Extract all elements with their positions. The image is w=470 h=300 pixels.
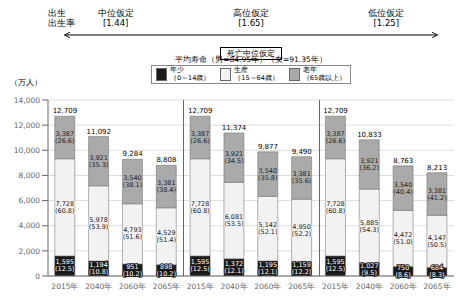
html-text:死亡中位仮定: 死亡中位仮定 xyxy=(227,49,275,58)
html-text:老年 （65歳以上）: 老年 （65歳以上） xyxy=(302,66,347,82)
svg-text:8,000: 8,000 xyxy=(19,171,41,180)
svg-text:4,000: 4,000 xyxy=(19,221,41,230)
svg-text:2015年: 2015年 xyxy=(322,282,349,291)
html-text:高位仮定 [1.65]: 高位仮定 [1.65] xyxy=(233,8,269,28)
svg-text:5,978(53.9): 5,978(53.9) xyxy=(89,216,109,231)
svg-text:3,540(38.1): 3,540(38.1) xyxy=(123,174,143,189)
svg-text:4,793(51.6): 4,793(51.6) xyxy=(123,226,143,241)
svg-text:3,921(34.5): 3,921(34.5) xyxy=(224,150,244,165)
svg-text:3,381(41.2): 3,381(41.2) xyxy=(427,187,447,202)
svg-text:12,709: 12,709 xyxy=(323,107,348,115)
svg-text:3,387(26.6): 3,387(26.6) xyxy=(190,130,210,145)
svg-text:6,000: 6,000 xyxy=(19,196,41,205)
svg-text:4,147(50.5): 4,147(50.5) xyxy=(427,234,447,249)
svg-text:2040年: 2040年 xyxy=(221,282,248,291)
html-text:中位仮定 [1.44]: 中位仮定 [1.44] xyxy=(97,8,134,28)
svg-text:4,950(52.2): 4,950(52.2) xyxy=(292,223,312,238)
svg-text:1,372(12.1): 1,372(12.1) xyxy=(224,260,244,275)
svg-text:3,387(26.6): 3,387(26.6) xyxy=(55,130,75,145)
html-text:生産 （15～64歳）: 生産 （15～64歳） xyxy=(234,66,279,82)
svg-text:8,808: 8,808 xyxy=(156,156,176,164)
svg-text:1,159(12.2): 1,159(12.2) xyxy=(292,261,312,276)
svg-text:12,709: 12,709 xyxy=(188,107,213,115)
html-text:出生 出生率: 出生 出生率 xyxy=(48,8,75,28)
svg-text:7,728(60.8): 7,728(60.8) xyxy=(55,200,75,215)
svg-text:14,000: 14,000 xyxy=(14,96,40,105)
svg-text:2065年: 2065年 xyxy=(424,282,451,291)
svg-text:11,092: 11,092 xyxy=(87,128,112,136)
svg-text:8,213: 8,213 xyxy=(427,164,447,172)
svg-text:2040年: 2040年 xyxy=(85,282,112,291)
svg-text:3,540(35.8): 3,540(35.8) xyxy=(258,167,278,182)
svg-text:1,595(12.5): 1,595(12.5) xyxy=(190,258,210,273)
svg-text:4,472(51.0): 4,472(51.0) xyxy=(393,231,413,246)
svg-text:9,877: 9,877 xyxy=(258,143,278,151)
svg-text:5,885(54.3): 5,885(54.3) xyxy=(359,219,379,234)
html-text:平均寿命（男=84.95年）（女=91.35年）: 平均寿命（男=84.95年）（女=91.35年） xyxy=(175,55,327,64)
svg-text:8,763: 8,763 xyxy=(393,157,413,165)
html-text:（万人）: （万人） xyxy=(10,78,42,87)
svg-text:12,709: 12,709 xyxy=(53,107,78,115)
svg-text:7,728(60.8): 7,728(60.8) xyxy=(326,200,346,215)
svg-text:898(10.2): 898(10.2) xyxy=(156,263,176,278)
html-text:低位仮定 [1.25]: 低位仮定 [1.25] xyxy=(368,8,405,28)
svg-text:0: 0 xyxy=(35,272,40,281)
svg-text:10,000: 10,000 xyxy=(14,146,40,155)
svg-text:4,529(51.4): 4,529(51.4) xyxy=(156,229,176,244)
svg-text:1,027(9.5): 1,027(9.5) xyxy=(360,262,379,277)
svg-text:750(8.6): 750(8.6) xyxy=(395,264,410,279)
svg-text:2015年: 2015年 xyxy=(51,282,78,291)
svg-text:12,000: 12,000 xyxy=(14,121,40,130)
svg-text:2,000: 2,000 xyxy=(19,247,41,256)
html-text:年少 （0～14歳）: 年少 （0～14歳） xyxy=(169,66,211,82)
svg-text:5,142(52.1): 5,142(52.1) xyxy=(258,221,278,236)
svg-text:3,921(36.2): 3,921(36.2) xyxy=(359,157,379,172)
svg-text:9,490: 9,490 xyxy=(292,148,312,156)
svg-text:3,540(40.4): 3,540(40.4) xyxy=(393,181,413,196)
svg-text:1,595(12.5): 1,595(12.5) xyxy=(55,258,75,273)
svg-text:2060年: 2060年 xyxy=(119,282,146,291)
svg-text:3,387(26.6): 3,387(26.6) xyxy=(326,130,346,145)
svg-text:1,195(12.1): 1,195(12.1) xyxy=(258,261,278,276)
svg-text:11,374: 11,374 xyxy=(222,124,247,132)
svg-text:3,381(35.6): 3,381(35.6) xyxy=(292,170,312,185)
svg-text:1,194(10.8): 1,194(10.8) xyxy=(89,261,109,276)
svg-text:3,921(35.3): 3,921(35.3) xyxy=(89,154,109,169)
svg-text:9,284: 9,284 xyxy=(123,150,144,158)
svg-text:684(8.3): 684(8.3) xyxy=(429,264,444,279)
svg-text:951(10.2): 951(10.2) xyxy=(123,263,143,278)
svg-text:2060年: 2060年 xyxy=(254,282,281,291)
svg-text:7,728(60.8): 7,728(60.8) xyxy=(190,200,210,215)
svg-text:2060年: 2060年 xyxy=(390,282,417,291)
svg-text:3,381(38.4): 3,381(38.4) xyxy=(156,179,176,194)
svg-text:2015年: 2015年 xyxy=(187,282,214,291)
svg-text:6,081(53.5): 6,081(53.5) xyxy=(224,213,244,228)
svg-text:1,595(12.5): 1,595(12.5) xyxy=(326,258,346,273)
svg-text:2065年: 2065年 xyxy=(153,282,180,291)
svg-text:2065年: 2065年 xyxy=(288,282,315,291)
svg-text:10,833: 10,833 xyxy=(357,131,382,139)
svg-text:2040年: 2040年 xyxy=(356,282,383,291)
